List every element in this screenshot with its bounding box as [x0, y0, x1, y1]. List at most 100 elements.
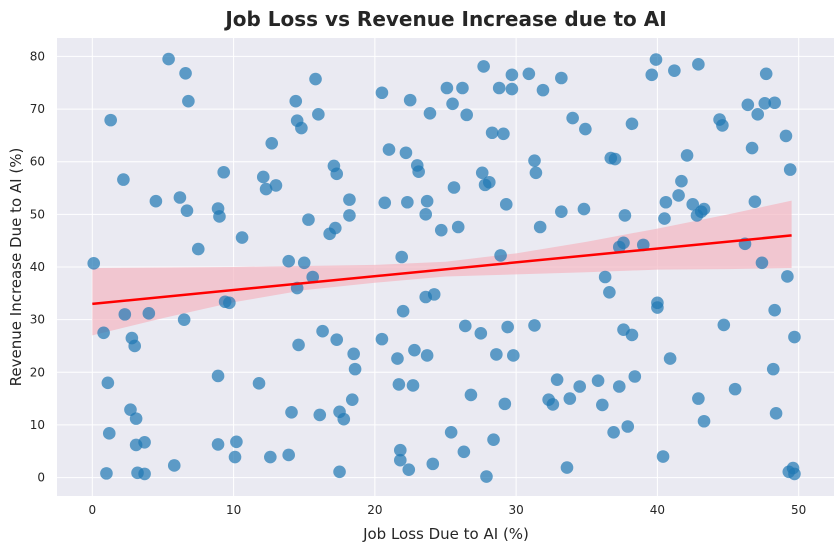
scatter-point [779, 129, 793, 143]
scatter-point [269, 179, 283, 192]
scatter-point [490, 348, 503, 361]
scatter-point [649, 53, 663, 66]
scatter-point [668, 64, 681, 77]
y-tick-label: 50 [30, 207, 45, 221]
scatter-point [697, 414, 711, 428]
scatter-point [663, 352, 677, 365]
scatter-point [211, 438, 225, 451]
scatter-point [612, 380, 626, 393]
scatter-point [191, 242, 205, 256]
scatter-point [162, 52, 175, 66]
scatter-point [457, 445, 471, 459]
scatter-point [419, 208, 433, 221]
y-tick-label: 60 [30, 155, 45, 169]
scatter-point [608, 152, 622, 166]
scatter-point [546, 398, 560, 411]
y-tick-label: 20 [30, 365, 45, 379]
y-tick-label: 0 [37, 471, 45, 485]
y-tick-label: 10 [30, 418, 45, 432]
scatter-point [528, 154, 541, 167]
scatter-point [97, 326, 110, 340]
x-tick-label: 40 [650, 503, 665, 517]
scatter-point [788, 330, 801, 344]
scatter-point [138, 436, 151, 449]
scatter-point [223, 296, 236, 310]
scatter-point [563, 392, 577, 405]
scatter-point [213, 210, 226, 223]
scatter-point [313, 408, 327, 422]
scatter-point [656, 450, 670, 463]
scatter-point [487, 433, 500, 446]
scatter-point [285, 405, 298, 419]
scatter-point [142, 307, 156, 320]
scatter-point [124, 403, 137, 416]
scatter-point [265, 136, 279, 150]
scatter-point [423, 106, 437, 120]
scatter-point [297, 256, 311, 270]
scatter-point [282, 448, 295, 462]
scatter-point [333, 465, 346, 479]
scatter-point [477, 60, 490, 73]
scatter-point [302, 213, 315, 226]
scatter-point [507, 349, 520, 362]
scatter-point [393, 443, 407, 457]
x-tick-label: 30 [508, 503, 523, 517]
scatter-point [309, 72, 322, 86]
scatter-point [758, 96, 772, 110]
x-tick-label: 10 [226, 503, 241, 517]
scatter-point [536, 83, 550, 97]
y-tick-label: 70 [30, 102, 45, 116]
x-tick-label: 0 [88, 503, 96, 517]
scatter-point [440, 81, 454, 95]
scatter-point [420, 194, 434, 208]
scatter-point [625, 117, 639, 131]
scatter-point [617, 236, 630, 250]
scatter-point [330, 333, 344, 346]
scatter-point [392, 378, 406, 391]
scatter-point [427, 288, 441, 301]
scatter-point [289, 94, 303, 108]
scatter-point [149, 194, 163, 208]
scatter-point [675, 174, 688, 188]
x-tick-label: 50 [791, 503, 806, 517]
regression-line-group [92, 234, 792, 306]
scatter-point [401, 195, 414, 209]
scatter-point [138, 467, 151, 481]
x-tick-label: 20 [367, 503, 382, 517]
scatter-point [446, 97, 459, 111]
scatter-point [759, 67, 773, 81]
scatter-point [447, 181, 461, 194]
scatter-point [596, 398, 609, 412]
scatter-point [87, 257, 101, 270]
scatter-point [607, 426, 620, 439]
scatter-point [672, 189, 685, 202]
scatter-point [748, 195, 762, 209]
scatter-point [768, 303, 781, 317]
scatter-point [505, 68, 519, 82]
scatter-point [118, 308, 132, 321]
scatter-point [434, 223, 448, 237]
scatter-point [426, 457, 440, 471]
scatter-point [686, 198, 700, 211]
scatter-point [529, 166, 543, 180]
scatter-point [766, 362, 780, 376]
scatter-point [292, 338, 305, 352]
scatter-point [173, 191, 187, 204]
scatter-point [382, 143, 396, 156]
scatter-point [337, 412, 351, 426]
scatter-point [375, 332, 389, 346]
scatter-point [781, 270, 794, 283]
scatter-point [497, 127, 510, 141]
scatter-point [680, 149, 694, 162]
regression-line [92, 234, 792, 306]
scatter-point [330, 167, 344, 181]
scatter-point [751, 108, 765, 121]
scatter-point [343, 193, 356, 206]
y-tick-label: 40 [30, 260, 45, 274]
scatter-point [100, 467, 113, 480]
scatter-point [396, 304, 410, 318]
scatter-point [406, 379, 420, 392]
scatter-point [444, 426, 458, 439]
scatter-point [625, 328, 639, 342]
scatter-point [621, 420, 635, 433]
